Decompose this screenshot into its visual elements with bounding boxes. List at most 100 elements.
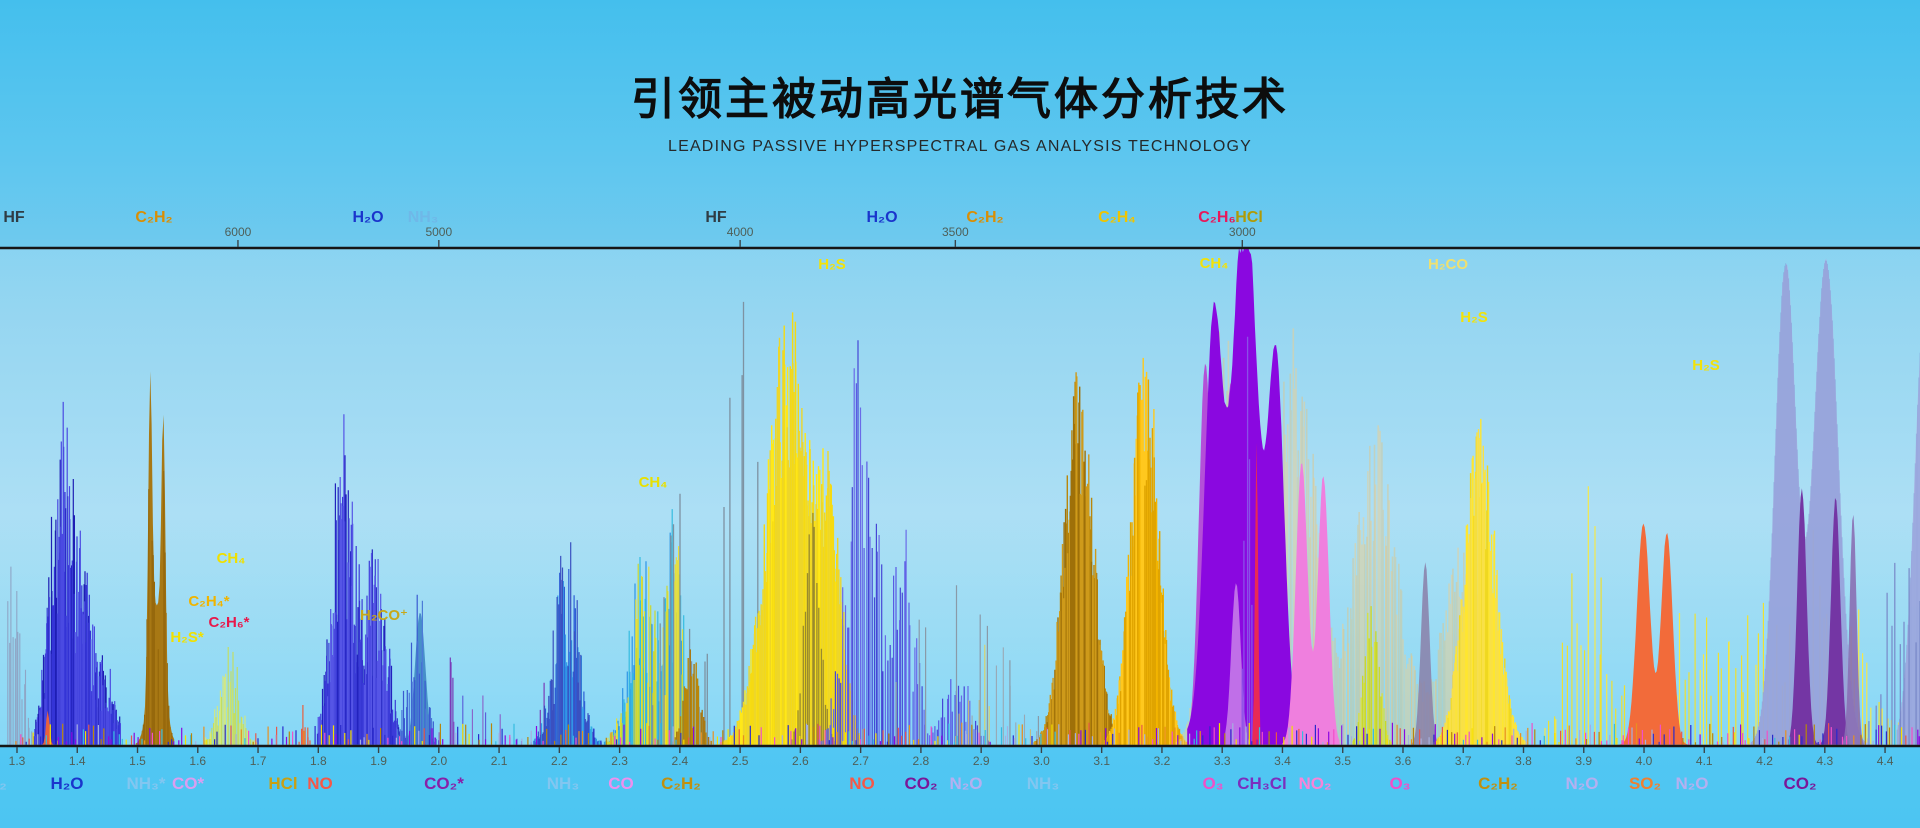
- bottom-axis-tick-label: 2.8: [913, 754, 930, 768]
- band-coral-1.35: [42, 710, 55, 745]
- band-h2o-co2-2.7-violet: [834, 340, 991, 745]
- band-sparse-2.05: [438, 695, 501, 745]
- band-co2-purple-peaks: [1788, 488, 1849, 745]
- bottom-axis-tick-label: 4.2: [1756, 754, 1773, 768]
- bottom-gas-label: CO₂*: [424, 774, 464, 793]
- bottom-gas-label: N₂O: [1565, 774, 1598, 793]
- top-axis-tick-label: 5000: [425, 225, 452, 239]
- band-crimson-stripe: [1252, 442, 1261, 745]
- band-co2-slate-peak: [1842, 514, 1864, 745]
- top-gas-label: HF: [3, 209, 25, 226]
- bottom-axis-tick-label: 2.9: [973, 754, 990, 768]
- top-axis-tick-label: 3000: [1229, 225, 1256, 239]
- band-baseline-noise: [37, 723, 1874, 745]
- bottom-axis-tick-label: 2.5: [732, 754, 749, 768]
- bottom-axis-tick-label: 2.6: [792, 754, 809, 768]
- top-axis: 6000 5000 4000 3500 3000 HF C₂H₂ H₂O NH₃ HF H₂O C₂H…: [0, 209, 1920, 250]
- bottom-gas-label: NH₃: [547, 774, 579, 793]
- bottom-gas-label: NO: [849, 774, 875, 793]
- bottom-axis-tick-label: 1.6: [189, 754, 206, 768]
- top-gas-label: H₂O: [866, 209, 897, 226]
- chart-gas-label: CH₄: [1200, 255, 1229, 272]
- bottom-gas-label: C₂H₂: [1478, 774, 1518, 793]
- bottom-axis-tick-label: 2.2: [551, 754, 568, 768]
- chart-gas-label: H₂CO⁺: [360, 607, 408, 624]
- chart-gas-label: H₂S*: [170, 629, 204, 646]
- bottom-gas-label: CH₃Cl: [1237, 774, 1286, 793]
- bottom-gas-label: N₂O: [949, 774, 982, 793]
- band-purple-2.02: [449, 657, 454, 745]
- top-gas-label: NH₃: [408, 209, 439, 226]
- bottom-axis-tick-label: 3.2: [1154, 754, 1171, 768]
- chart-gas-label: C₂H₄*: [188, 593, 229, 610]
- band-gray-scatter-2.86: [862, 585, 1039, 745]
- band-coral-1.78: [298, 705, 311, 745]
- band-right-lavender: [1897, 355, 1920, 745]
- plot-area: [0, 248, 1920, 746]
- bottom-axis-tick-label: 3.0: [1033, 754, 1050, 768]
- bottom-gas-label: NH₃: [1027, 774, 1059, 793]
- bottom-axis-tick-label: 3.6: [1395, 754, 1412, 768]
- top-gas-label: HF: [705, 209, 727, 226]
- bottom-axis-tick-label: 3.8: [1515, 754, 1532, 768]
- band-right-slate-lines: [1868, 562, 1920, 745]
- bottom-axis: 1.3 1.4 1.5 1.6 1.7 1.8 1.9 2.0 2.1 2.2 2.3 2.4 2.5 2…: [0, 744, 1920, 793]
- band-right-lavender-ribs: [1896, 352, 1920, 745]
- band-h2o-1.85-blue: [317, 414, 406, 745]
- band-yellowgreen-3.55: [1353, 606, 1391, 745]
- bottom-axis-tick-label: 1.9: [370, 754, 387, 768]
- bottom-gas-label: CO₂: [904, 774, 937, 793]
- chart-gas-label: H₂S: [1692, 357, 1720, 374]
- bottom-axis-tick-label: 4.1: [1696, 754, 1713, 768]
- band-graypurple-3.64: [1412, 562, 1440, 745]
- band-pale-2.9: [946, 644, 990, 745]
- bottom-gas-label: O₃: [1389, 774, 1410, 793]
- band-baseline-noise: [57, 722, 1920, 745]
- bottom-axis-tick-label: 4.4: [1877, 754, 1894, 768]
- band-baseline-noise: [25, 724, 1887, 745]
- bottom-axis-tick-label: 1.8: [310, 754, 327, 768]
- top-gas-label: C₂H₄: [1098, 209, 1136, 226]
- band-baseline-noise: [15, 722, 1855, 745]
- band-violet-talls: [1241, 336, 1256, 745]
- spectral-bands: [7, 247, 1920, 745]
- chart-gas-label: H₂S: [1460, 309, 1488, 326]
- band-bronze-3.06: [1033, 372, 1123, 745]
- top-axis-tick-label: 6000: [225, 225, 252, 239]
- bottom-gas-label: CO: [608, 774, 634, 793]
- bottom-gas-label: N₂O: [1675, 774, 1708, 793]
- bottom-gas-label: CO*: [172, 774, 205, 793]
- bottom-axis-tick-label: 2.0: [430, 754, 447, 768]
- top-axis-tick-label: 3500: [942, 225, 969, 239]
- bottom-axis-tick-label: 1.7: [250, 754, 267, 768]
- bottom-axis-tick-label: 4.3: [1816, 754, 1833, 768]
- bottom-axis-tick-label: 4.0: [1636, 754, 1653, 768]
- band-h2o-1.4-blue: [34, 401, 121, 745]
- chart-gas-label: H₂S: [818, 256, 846, 273]
- bottom-gas-label: NO: [307, 774, 333, 793]
- chart-gas-label: CH₄: [217, 550, 246, 567]
- bottom-gas-label: HCl: [268, 774, 297, 793]
- bottom-gas-label: NH₃*: [126, 774, 165, 793]
- band-baseline-noise: [62, 723, 1891, 745]
- band-c2h2-1.52-lines: [142, 471, 173, 745]
- bottom-gas-label: C₂H₂: [661, 774, 701, 793]
- band-no2-pink-peaks: [1282, 463, 1340, 745]
- bottom-gas-label: CO₂: [1783, 774, 1816, 793]
- bottom-gas-label: SO₂: [1629, 774, 1661, 793]
- bottom-axis-tick-label: 3.4: [1274, 754, 1291, 768]
- bottom-axis-tick-label: 3.9: [1575, 754, 1592, 768]
- bottom-axis-tick-label: 1.3: [9, 754, 26, 768]
- bottom-axis-tick-label: 2.1: [491, 754, 508, 768]
- bottom-axis-tick-label: 1.5: [129, 754, 146, 768]
- band-baseline-noise: [45, 723, 1896, 745]
- top-gas-label: C₂H₂: [135, 209, 172, 226]
- band-so2-orange-peaks: [1616, 523, 1690, 745]
- band-co2-lavender: [1745, 258, 1876, 745]
- top-axis-tick-label: 4000: [727, 225, 754, 239]
- bottom-axis-tick-label: 3.5: [1334, 754, 1351, 768]
- band-baseline-noise: [32, 723, 1903, 745]
- bottom-axis-tick-label: 3.7: [1455, 754, 1472, 768]
